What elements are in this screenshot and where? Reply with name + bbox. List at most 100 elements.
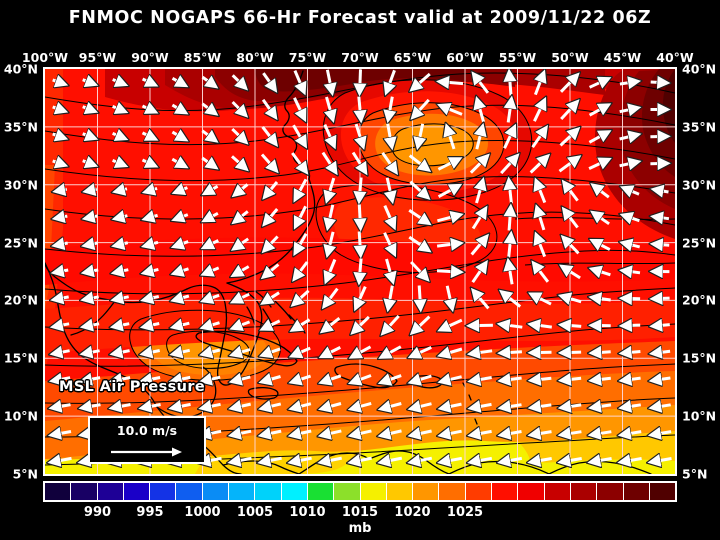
wind-arrow — [323, 287, 339, 309]
wind-arrow — [438, 377, 462, 383]
wind-arrow — [263, 181, 279, 199]
wind-arrow — [295, 70, 305, 95]
wind-arrow — [325, 258, 335, 284]
colorbar-tick-label: 1010 — [289, 505, 326, 520]
lat-tick-label-left: 35°N — [3, 119, 38, 135]
colorbar-swatch — [597, 483, 624, 500]
colorbar-swatch — [492, 483, 519, 500]
colorbar-swatch — [518, 483, 545, 500]
wind-arrow — [327, 96, 334, 122]
colorbar-swatch — [150, 483, 177, 500]
wind-arrow — [291, 289, 310, 306]
wind-arrow — [387, 177, 393, 203]
wind-arrow — [559, 352, 582, 353]
wind-arrow — [385, 204, 395, 230]
colorbar-swatch — [307, 483, 335, 500]
lat-tick-label-right: 40°N — [682, 61, 717, 77]
wind-arrow — [590, 239, 611, 249]
wind-arrow — [470, 235, 489, 256]
wind-arrow — [411, 98, 430, 119]
wind-arrow — [229, 404, 252, 409]
wind-arrow — [200, 350, 221, 355]
wind-arrow — [651, 216, 670, 218]
lon-tick-label: 70°W — [341, 50, 379, 65]
wind-arrow — [141, 106, 158, 113]
wind-arrow — [533, 98, 545, 122]
lon-tick-label: 85°W — [183, 50, 222, 65]
wind-arrow — [408, 154, 431, 172]
wind-arrow — [438, 349, 463, 356]
lat-tick-label-right: 10°N — [682, 408, 717, 424]
wind-arrow — [411, 315, 431, 335]
lat-tick-label-left: 40°N — [3, 61, 38, 77]
wind-arrow — [649, 432, 672, 436]
wind-arrow — [326, 177, 334, 203]
wind-arrow — [528, 324, 553, 327]
wind-arrow — [619, 107, 641, 111]
wind-arrow — [438, 105, 463, 115]
wind-arrow — [112, 80, 128, 86]
wind-arrow — [588, 158, 611, 168]
wind-arrow — [112, 160, 128, 166]
wind-arrow — [110, 405, 131, 409]
wind-arrow — [437, 184, 462, 199]
wind-arrow — [50, 405, 71, 409]
wind-arrow — [171, 78, 188, 86]
wind-arrow — [379, 345, 402, 359]
colorbar-swatch — [229, 483, 256, 500]
wind-arrow — [201, 323, 220, 329]
wind-arrow — [438, 318, 463, 331]
wind-arrow — [113, 189, 128, 192]
wind-arrow — [591, 184, 610, 199]
wind-arrow — [259, 404, 282, 409]
wind-arrow — [417, 123, 422, 149]
colorbar-unit-label: mb — [348, 521, 372, 536]
colorbar-swatch — [649, 483, 676, 500]
wind-arrow — [173, 188, 188, 194]
colorbar-swatch — [176, 483, 203, 500]
wind-arrow — [291, 152, 307, 174]
wind-arrow — [409, 347, 432, 357]
wind-arrow — [111, 324, 130, 328]
wind-arrow — [529, 432, 552, 436]
wind-arrow — [230, 377, 251, 382]
wind-arrow — [141, 324, 160, 328]
wind-arrow — [319, 404, 342, 410]
wind-arrow — [51, 324, 70, 327]
colorbar-swatch — [97, 483, 124, 500]
wind-arrow — [229, 431, 252, 436]
lat-tick-label-left: 10°N — [3, 408, 38, 424]
wind-arrow — [355, 285, 366, 311]
wind-arrow — [381, 314, 400, 335]
wind-arrow — [652, 189, 669, 192]
wind-arrow — [589, 297, 611, 300]
wind-arrow — [559, 325, 582, 327]
wind-arrow — [589, 432, 612, 436]
wind-arrow — [348, 458, 373, 463]
wind-arrow — [82, 134, 98, 140]
map-plot-area: MSL Air Pressure 10.0 m/s — [43, 67, 677, 476]
wind-arrow — [468, 351, 493, 354]
wind-arrow — [651, 244, 670, 245]
wind-scale-key: 10.0 m/s — [88, 416, 206, 464]
wind-arrow — [201, 77, 218, 88]
wind-arrow — [477, 178, 484, 204]
wind-arrow — [111, 297, 130, 301]
colorbar — [43, 481, 677, 502]
colorbar-swatch — [570, 483, 598, 500]
wind-arrow — [82, 270, 99, 273]
wind-arrow — [292, 124, 307, 147]
wind-arrow — [509, 70, 511, 96]
colorbar-swatch — [623, 483, 650, 500]
wind-arrow — [529, 155, 550, 174]
wind-arrow — [436, 271, 463, 272]
wind-arrow — [230, 350, 251, 356]
wind-arrow — [529, 378, 552, 380]
wind-arrow — [498, 352, 522, 353]
wind-arrow — [591, 211, 610, 226]
wind-arrow — [471, 261, 488, 284]
wind-arrow — [172, 242, 189, 248]
wind-arrow — [232, 239, 250, 250]
colorbar-swatch — [281, 483, 308, 500]
